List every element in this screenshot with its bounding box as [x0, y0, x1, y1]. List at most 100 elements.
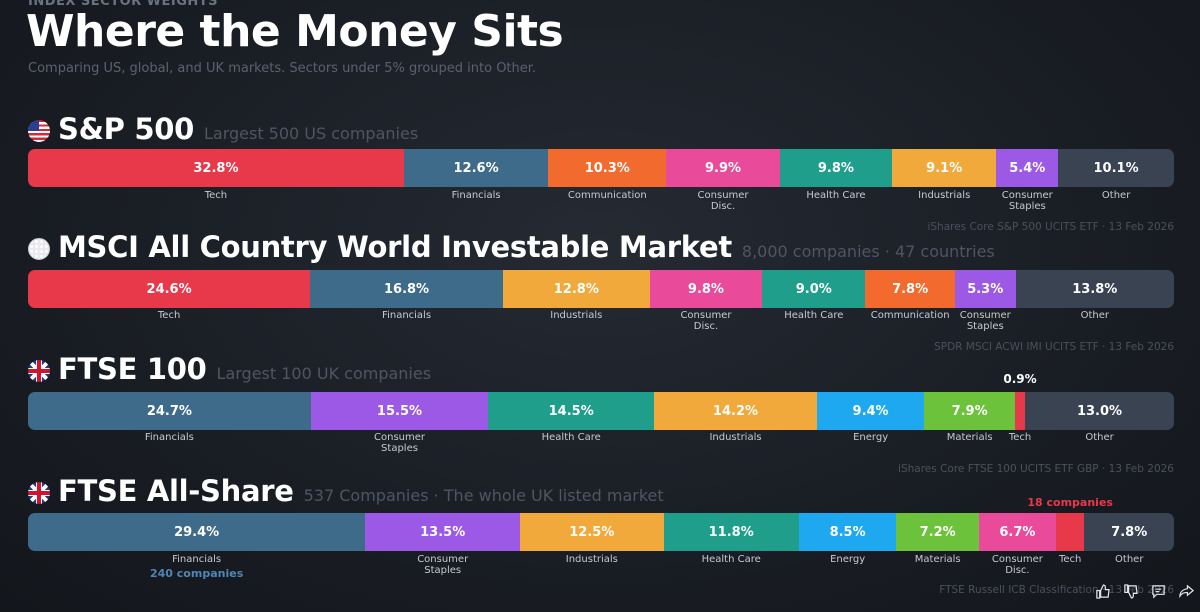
bar-segment[interactable] — [1055, 513, 1085, 551]
section-title: FTSE All-Share — [58, 474, 294, 508]
section-description: Largest 500 US companies — [203, 124, 419, 143]
bar-segment[interactable]: 5.3% — [954, 270, 1016, 308]
segment-category-label: Financials — [172, 554, 222, 565]
segment-category-label: Tech — [1058, 554, 1082, 565]
stacked-bar: 24.6% 16.8% 12.8% 9.8% 9.0% 7.8% 5.3% 13.8% — [28, 270, 1174, 308]
segment-value-label: 13.0% — [1076, 403, 1123, 419]
bar-segment[interactable] — [1014, 392, 1026, 430]
annotation-callout: 0.9% — [1003, 372, 1037, 386]
bar-segment[interactable]: 13.0% — [1025, 392, 1174, 430]
player-controls — [1094, 583, 1194, 599]
segment-category-label: Consumer Staples — [374, 432, 425, 454]
segment-category-label: Consumer Staples — [417, 554, 469, 576]
bar-segment[interactable]: 7.9% — [924, 392, 1015, 430]
bar-segment[interactable]: 7.8% — [1084, 513, 1174, 551]
bar-segment[interactable]: 15.5% — [310, 392, 489, 430]
section-description: 8,000 companies · 47 countries — [741, 242, 995, 261]
share-icon[interactable] — [1178, 583, 1194, 599]
segment-category-label: Consumer Disc. — [697, 190, 749, 212]
bar-segment[interactable]: 14.2% — [654, 392, 817, 430]
bar-segment[interactable]: 12.8% — [502, 270, 650, 308]
segment-category-label: Materials — [914, 554, 961, 565]
bar-segment[interactable]: 9.9% — [666, 149, 780, 187]
section-title: MSCI All Country World Investable Market — [58, 230, 732, 264]
bar-segment[interactable]: 10.3% — [548, 149, 667, 187]
segment-category-label: Materials — [946, 432, 993, 443]
annotation-callout: 240 companies — [150, 567, 244, 580]
segment-category-label: Other — [1080, 310, 1110, 321]
bar-segment[interactable]: 13.5% — [365, 513, 521, 551]
bar-segment[interactable]: 9.8% — [779, 149, 893, 187]
segment-category-label: Energy — [830, 554, 866, 565]
bar-segment[interactable]: 8.5% — [798, 513, 897, 551]
bar-segment[interactable]: 12.5% — [520, 513, 664, 551]
bar-segment[interactable]: 7.2% — [896, 513, 979, 551]
thumbs-down-icon[interactable] — [1122, 583, 1138, 599]
segment-category-label: Health Care — [541, 432, 601, 443]
section-description: 537 Companies · The whole UK listed mark… — [303, 486, 664, 505]
bar-segment[interactable]: 5.4% — [996, 149, 1059, 187]
segment-category-label: Tech — [157, 310, 181, 321]
segment-category-label: Health Care — [784, 310, 844, 321]
segment-value-label: 14.5% — [548, 403, 594, 419]
bar-segment[interactable]: 6.7% — [978, 513, 1056, 551]
segment-value-label: 29.4% — [174, 524, 220, 540]
bar-segment[interactable]: 12.6% — [403, 149, 549, 187]
segment-category-label: Consumer Staples — [1001, 190, 1053, 212]
bar-segment[interactable]: 16.8% — [310, 270, 503, 308]
segment-value-label: 15.5% — [376, 403, 423, 419]
segment-value-label: 7.2% — [919, 524, 956, 540]
segment-category-label: Other — [1115, 554, 1144, 565]
segment-category-label: Industrials — [709, 432, 762, 443]
bar-segment[interactable]: 24.6% — [28, 270, 311, 308]
segment-category-label: Communication — [870, 310, 950, 321]
section-title: S&P 500 — [58, 112, 194, 146]
section-title: FTSE 100 — [58, 352, 207, 386]
section-header: FTSE All-Share 537 Companies · The whole … — [28, 474, 664, 510]
bar-segment[interactable]: 11.8% — [663, 513, 799, 551]
bar-segment[interactable]: 13.8% — [1015, 270, 1174, 308]
segment-value-label: 5.3% — [967, 281, 1004, 297]
uk-flag-icon — [28, 360, 50, 382]
segment-value-label: 8.5% — [829, 524, 866, 540]
globe-icon — [28, 238, 50, 260]
segment-category-label: Energy — [853, 432, 889, 443]
annotation-callout: 18 companies — [1027, 496, 1113, 509]
chart-eyebrow: INDEX SECTOR WEIGHTS — [28, 0, 219, 9]
bar-segment[interactable]: 32.8% — [28, 149, 404, 187]
segment-category-label: Consumer Disc. — [991, 554, 1043, 576]
segment-value-label: 5.4% — [1009, 160, 1046, 176]
thumbs-up-icon[interactable] — [1094, 583, 1110, 599]
bar-segment[interactable]: 14.5% — [488, 392, 655, 430]
bar-segment[interactable]: 9.4% — [816, 392, 925, 430]
segment-value-label: 9.9% — [704, 160, 742, 176]
segment-value-label: 10.3% — [584, 160, 630, 176]
comment-icon[interactable] — [1150, 583, 1166, 599]
bar-segment[interactable]: 9.8% — [649, 270, 763, 308]
segment-value-label: 13.5% — [420, 524, 466, 540]
bar-segment[interactable]: 29.4% — [28, 513, 366, 551]
segment-category-label: Other — [1085, 432, 1114, 443]
source-note: SPDR MSCI ACWI IMI UCITS ETF · 13 Feb 20… — [934, 341, 1174, 353]
segment-category-label: Industrials — [550, 310, 603, 321]
segment-value-label: 11.8% — [708, 524, 754, 540]
bar-segment[interactable]: 7.8% — [865, 270, 955, 308]
bar-segment[interactable]: 10.1% — [1058, 149, 1174, 187]
segment-category-label: Consumer Staples — [959, 310, 1011, 332]
segment-category-label: Financials — [144, 432, 194, 443]
segment-value-label: 14.2% — [712, 403, 759, 419]
segment-category-label: Financials — [451, 190, 501, 201]
segment-category-label: Tech — [1008, 432, 1032, 443]
bar-segment[interactable]: 9.1% — [892, 149, 997, 187]
segment-value-label: 9.4% — [852, 403, 889, 419]
bar-segment[interactable]: 24.7% — [28, 392, 311, 430]
segment-category-label: Communication — [567, 190, 647, 201]
source-note: iShares Core FTSE 100 UCITS ETF GBP · 13… — [898, 463, 1174, 475]
segment-value-label: 6.7% — [999, 524, 1036, 540]
segment-value-label: 16.8% — [383, 281, 430, 297]
segment-category-label: Health Care — [701, 554, 761, 565]
segment-value-label: 24.7% — [146, 403, 192, 419]
bar-segment[interactable]: 9.0% — [762, 270, 866, 308]
segment-value-label: 7.8% — [892, 281, 929, 297]
segment-category-label: Health Care — [806, 190, 866, 201]
